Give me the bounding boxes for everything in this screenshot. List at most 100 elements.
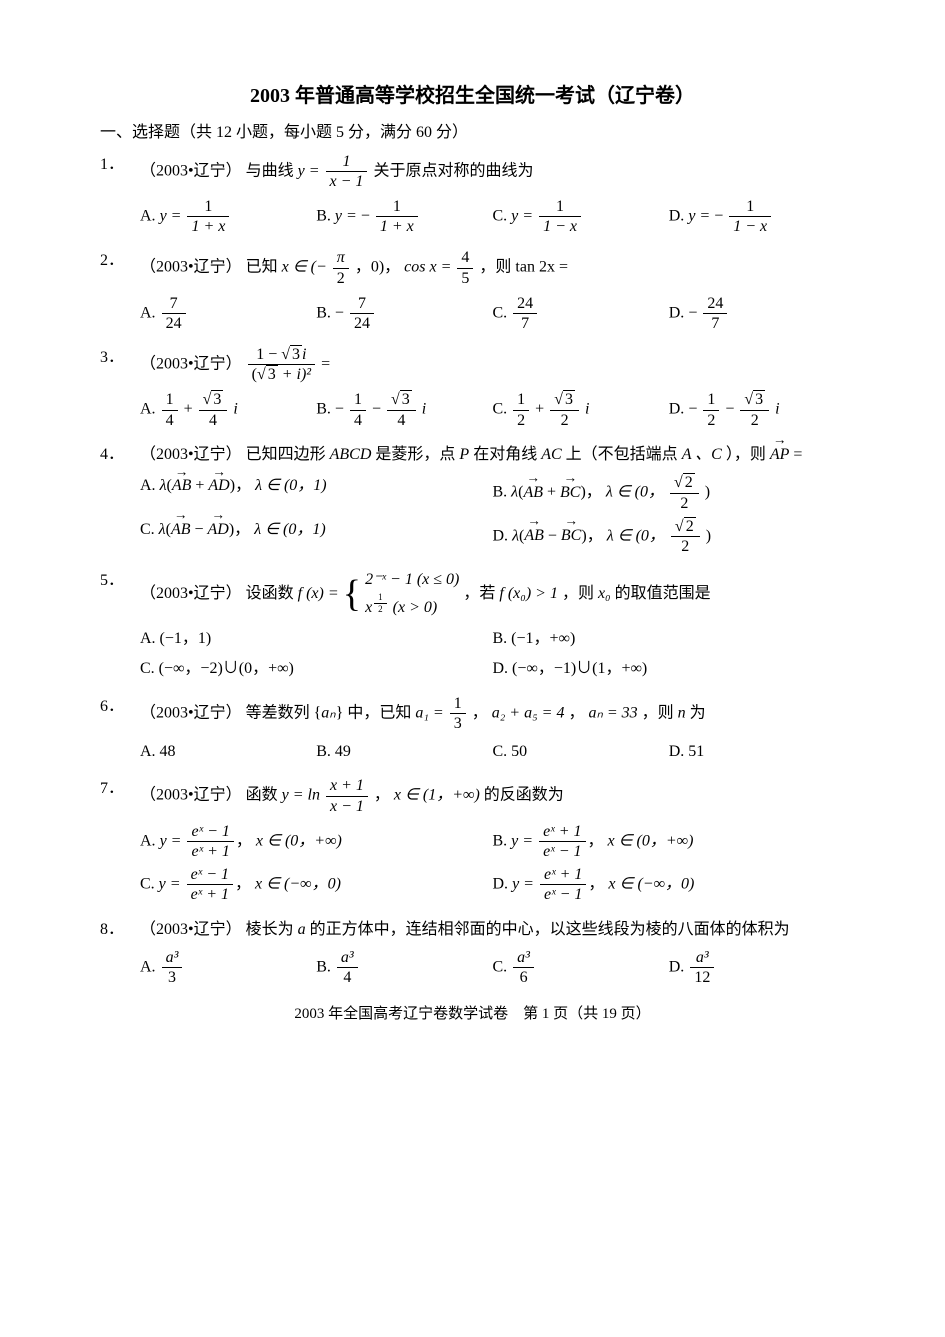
q4-ac2: A 、C (682, 446, 722, 463)
q3-opt-D: D. − 12 − √32 i (669, 388, 845, 431)
q5-options: A. (−1，1) B. (−1，+∞) C. (−∞，−2)∪(0，+∞) D… (140, 624, 845, 683)
q8-opt-A: A. a³3 (140, 946, 316, 989)
q6-n: n (678, 704, 686, 721)
q1-opt-C: C. y = 11 − x (493, 195, 669, 238)
q3-B-n1: 1 (350, 390, 366, 410)
q4-opt-B: B. λ(AB + BC)， λ ∈ (0， √22 ) (493, 471, 846, 514)
footer-total: 19 (602, 1006, 617, 1022)
q1-num: 1． (100, 152, 140, 178)
q5-sa: 设函数 (246, 585, 298, 602)
q1-C-d: 1 − x (539, 217, 581, 236)
q6-num: 6． (100, 694, 140, 720)
q5-x0: x₀ (598, 585, 611, 602)
q1-D-n: 1 (729, 197, 771, 217)
q8-sa: 棱长为 (246, 921, 298, 938)
q3-A-d2: 4 (199, 411, 228, 430)
q6-sc: ， (472, 704, 488, 721)
q3-A-i: i (233, 401, 237, 418)
q4-D-bc: BC (561, 523, 581, 549)
q4-B-rng: λ ∈ (0， (606, 484, 664, 501)
q4-ap-vec: AP (770, 442, 790, 468)
q7-sa: 函数 (246, 787, 282, 804)
q6-sa: 等差数列 { (246, 704, 322, 721)
q7-opt-B: B. y = eˣ + 1eˣ − 1， x ∈ (0，+∞) (493, 820, 846, 863)
q1-C-y: y = (511, 207, 533, 224)
q2-options: A. 724 B. − 724 C. 247 D. − 247 (140, 292, 845, 335)
q4-C-rng: λ ∈ (0，1) (254, 521, 326, 538)
q2-c0: ，0)， (355, 259, 400, 276)
q4-sd: 上（不包括端点 (566, 446, 682, 463)
q8-options: A. a³3 B. a³4 C. a³6 D. a³12 (140, 946, 845, 989)
source-tag: （2003•辽宁） (140, 787, 242, 804)
q8-D-d: 12 (690, 968, 714, 987)
question-5: 5． （2003•辽宁） 设函数 f (x) = { 2⁻ˣ − 1 (x ≤ … (100, 568, 845, 683)
q1-C-n: 1 (539, 197, 581, 217)
q3-C-s: 3 (563, 390, 575, 408)
q1-B-neg: − (361, 207, 370, 224)
q3-C-d2: 2 (550, 411, 579, 430)
source-tag: （2003•辽宁） (140, 921, 242, 938)
q1-num1: 1 (326, 152, 368, 172)
q4-A-label: A. (140, 477, 156, 494)
q2-xin: x ∈ (− (282, 259, 327, 276)
q4-num: 4． (100, 442, 140, 468)
q1-body: （2003•辽宁） 与曲线 y = 1x − 1 关于原点对称的曲线为 (140, 152, 845, 191)
q7-C-dom: x ∈ (−∞，0) (255, 876, 341, 893)
q8-num: 8． (100, 917, 140, 943)
q1-A-label: A. (140, 207, 156, 224)
q6-3: 3 (450, 714, 466, 733)
q4-D-d: 2 (671, 537, 700, 556)
q8-C-label: C. (493, 959, 508, 976)
q7-opt-D: D. y = eˣ + 1eˣ − 1， x ∈ (−∞，0) (493, 863, 846, 906)
q4-D-s2: 2 (684, 517, 696, 535)
question-4: 4． （2003•辽宁） 已知四边形 ABCD 是菱形，点 P 在对角线 AC … (100, 442, 845, 558)
q6-se: ，则 (642, 704, 678, 721)
q1-D-d: 1 − x (729, 217, 771, 236)
q8-body: （2003•辽宁） 棱长为 a 的正方体中，连结相邻面的中心，以这些线段为棱的八… (140, 917, 845, 943)
q5-case1: 2⁻ˣ − 1 (x ≤ 0) (365, 568, 459, 592)
q7-num: 7． (100, 776, 140, 802)
q4-B-label: B. (493, 484, 508, 501)
q3-B-d2: 4 (387, 411, 416, 430)
q4-C-ab: AB (171, 517, 191, 543)
q2-D-n: 24 (703, 294, 727, 314)
q3-C-d1: 2 (513, 411, 529, 430)
q6-an33: aₙ = 33 (588, 704, 637, 721)
q7-D-n: eˣ + 1 (540, 865, 586, 885)
q7-B-d: eˣ − 1 (539, 842, 585, 861)
q4-C-lam: λ (159, 521, 166, 538)
footer-prefix: 2003 年全国高考辽宁卷数学试卷 第 (294, 1006, 542, 1022)
q7-B-label: B. (493, 832, 508, 849)
q4-sc: 在对角线 (473, 446, 541, 463)
q3-eq: = (321, 355, 330, 372)
q4-opt-A: A. λ(AB + AD)， λ ∈ (0，1) (140, 471, 493, 514)
q3-B-neg1: − (335, 401, 344, 418)
q2-known: 已知 (246, 259, 282, 276)
q8-A-n: a³ (162, 948, 183, 968)
page-footer: 2003 年全国高考辽宁卷数学试卷 第 1 页（共 19 页） (100, 1002, 845, 1026)
q2-B-n: 7 (350, 294, 374, 314)
q5-case2: x12 (x > 0) (365, 592, 459, 620)
q6-1: 1 (450, 694, 466, 714)
q1-D-y: y = (688, 207, 710, 224)
q3-C-label: C. (493, 401, 508, 418)
q6-options: A. 48 B. 49 C. 50 D. 51 (140, 737, 845, 767)
q2-5: 5 (457, 269, 473, 288)
q2-cos: cos x = (404, 259, 451, 276)
q3-opt-A: A. 14 + √34 i (140, 388, 316, 431)
q8-opt-B: B. a³4 (316, 946, 492, 989)
q2-A-n: 7 (162, 294, 186, 314)
q7-n: x + 1 (326, 776, 368, 796)
q2-A-label: A. (140, 304, 156, 321)
footer-mid: 页（共 (549, 1006, 602, 1022)
q4-D-ab: AB (524, 523, 544, 549)
q6-opt-B: B. 49 (316, 737, 492, 767)
q5-opt-C: C. (−∞，−2)∪(0，+∞) (140, 654, 493, 684)
q1-B-n: 1 (376, 197, 418, 217)
q2-2: 2 (333, 269, 349, 288)
question-8: 8． （2003•辽宁） 棱长为 a 的正方体中，连结相邻面的中心，以这些线段为… (100, 917, 845, 990)
q7-opt-C: C. y = eˣ − 1eˣ + 1， x ∈ (−∞，0) (140, 863, 493, 906)
q6-opt-D: D. 51 (669, 737, 845, 767)
q5-c2en: 1 (374, 592, 386, 604)
q3-A-label: A. (140, 401, 156, 418)
